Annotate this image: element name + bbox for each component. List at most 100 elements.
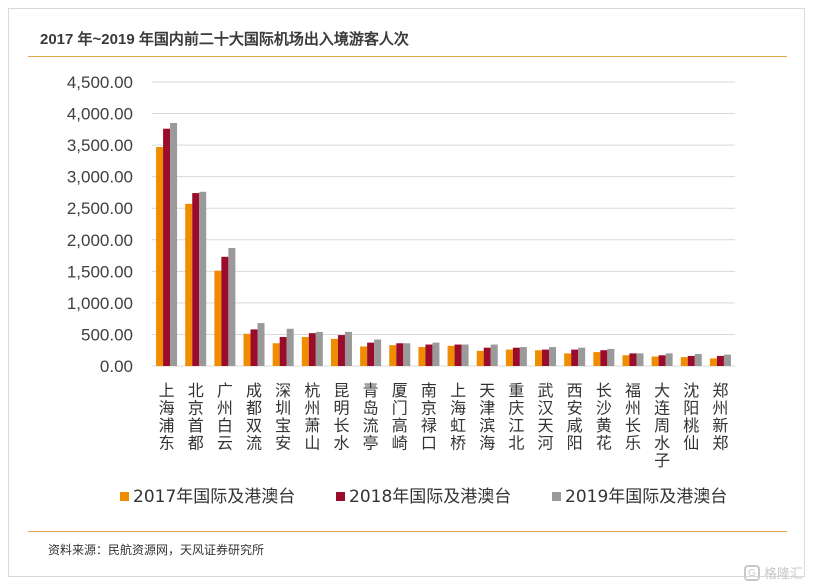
x-tick-label: 广州白云 bbox=[217, 381, 233, 453]
bar bbox=[389, 345, 397, 366]
bar bbox=[716, 355, 724, 366]
legend-swatch bbox=[552, 492, 561, 501]
legend-label: 2019年国际及港澳台 bbox=[565, 487, 727, 507]
bar bbox=[454, 344, 462, 366]
x-tick-label: 西安咸阳 bbox=[567, 381, 583, 453]
x-tick-label: 北京首都 bbox=[188, 381, 204, 453]
bar bbox=[476, 350, 484, 366]
x-tick-label: 重庆江北 bbox=[508, 381, 524, 453]
legend-swatch bbox=[120, 492, 129, 501]
bar bbox=[709, 358, 717, 366]
bar bbox=[432, 342, 440, 366]
x-tick-label: 武汉天河 bbox=[538, 381, 554, 453]
bar bbox=[723, 354, 731, 366]
bar bbox=[221, 256, 229, 366]
legend-swatch bbox=[336, 492, 345, 501]
bar bbox=[425, 344, 433, 366]
chart-title: 2017 年~2019 年国内前二十大国际机场出入境游客人次 bbox=[40, 31, 409, 48]
y-tick-label: 0.00 bbox=[100, 357, 133, 376]
watermark: G 格隆汇 bbox=[743, 563, 803, 582]
y-tick-label: 4,000.00 bbox=[67, 105, 133, 124]
chart-frame bbox=[8, 8, 805, 577]
bar bbox=[315, 331, 323, 366]
bar bbox=[344, 331, 352, 366]
bar bbox=[257, 323, 265, 366]
x-tick-label: 青岛流亭 bbox=[363, 381, 379, 453]
bar bbox=[250, 329, 258, 366]
y-tick-label: 3,000.00 bbox=[67, 168, 133, 187]
bar bbox=[447, 345, 455, 366]
bar bbox=[564, 353, 572, 366]
bar bbox=[483, 347, 491, 366]
bar bbox=[461, 344, 469, 366]
bar bbox=[199, 191, 207, 366]
y-tick-label: 1,000.00 bbox=[67, 294, 133, 313]
bar bbox=[214, 270, 222, 366]
bar bbox=[549, 347, 557, 366]
bar bbox=[360, 346, 368, 366]
bar bbox=[163, 128, 171, 366]
bar bbox=[308, 333, 316, 366]
bar bbox=[651, 356, 659, 366]
x-tick-label: 昆明长水 bbox=[333, 381, 349, 453]
bar bbox=[512, 347, 520, 366]
bar bbox=[505, 349, 513, 366]
x-tick-label: 福州长乐 bbox=[625, 381, 641, 453]
x-tick-label: 杭州萧山 bbox=[304, 381, 320, 453]
source-note: 资料来源：民航资源网，天风证券研究所 bbox=[48, 543, 265, 557]
bar-chart: 0.00 500.00 1,000.00 1,500.00 2,000.00 2,500.… bbox=[67, 73, 735, 507]
y-tick-label: 2,000.00 bbox=[67, 231, 133, 250]
bar bbox=[519, 347, 527, 366]
bar bbox=[156, 147, 164, 366]
legend-label: 2018年国际及港澳台 bbox=[349, 487, 511, 507]
y-tick-label: 1,500.00 bbox=[67, 262, 133, 281]
legend-label: 2017年国际及港澳台 bbox=[133, 487, 295, 507]
x-tick-label: 天津滨海 bbox=[479, 381, 495, 453]
bar bbox=[629, 353, 637, 366]
bar bbox=[607, 348, 615, 366]
bar bbox=[330, 338, 338, 366]
bar bbox=[571, 349, 579, 366]
bar bbox=[658, 355, 666, 366]
bar bbox=[600, 350, 608, 366]
watermark-logo-icon: G bbox=[743, 564, 760, 581]
x-tick-label: 沈阳桃仙 bbox=[683, 381, 699, 453]
bar bbox=[286, 328, 294, 366]
bar bbox=[301, 336, 309, 366]
y-tick-label: 3,500.00 bbox=[67, 136, 133, 155]
bar bbox=[403, 343, 411, 366]
x-tick-label: 上海虹桥 bbox=[450, 381, 466, 453]
y-tick-label: 500.00 bbox=[81, 325, 133, 344]
source-divider bbox=[28, 531, 787, 532]
x-tick-label: 成都双流 bbox=[246, 381, 262, 453]
bar bbox=[170, 123, 178, 367]
bar bbox=[665, 353, 673, 366]
x-tick-label: 郑州新郑 bbox=[712, 381, 728, 453]
bar bbox=[535, 350, 543, 366]
x-tick-label: 厦门高崎 bbox=[392, 381, 408, 453]
bar bbox=[622, 355, 630, 366]
bar bbox=[418, 347, 426, 366]
bar bbox=[228, 247, 236, 366]
bar bbox=[279, 336, 287, 366]
bar bbox=[636, 353, 644, 366]
x-tick-label: 长沙黄花 bbox=[596, 381, 612, 453]
x-tick-label: 深圳宝安 bbox=[275, 381, 291, 453]
bar bbox=[337, 335, 345, 366]
y-tick-label: 4,500.00 bbox=[67, 73, 133, 92]
x-tick-label: 南京禄口 bbox=[421, 381, 437, 453]
bar bbox=[192, 193, 200, 366]
bar bbox=[374, 339, 382, 366]
bar bbox=[542, 349, 550, 366]
y-tick-label: 2,500.00 bbox=[67, 199, 133, 218]
bar bbox=[367, 342, 375, 366]
bar bbox=[694, 354, 702, 366]
watermark-text: 格隆汇 bbox=[763, 566, 803, 581]
bar bbox=[490, 344, 498, 366]
bar bbox=[680, 357, 688, 366]
x-tick-label: 大连周水子 bbox=[654, 381, 670, 470]
x-tick-label: 上海浦东 bbox=[159, 381, 175, 453]
bar bbox=[593, 352, 601, 366]
bar bbox=[578, 347, 586, 366]
bar bbox=[243, 333, 251, 366]
